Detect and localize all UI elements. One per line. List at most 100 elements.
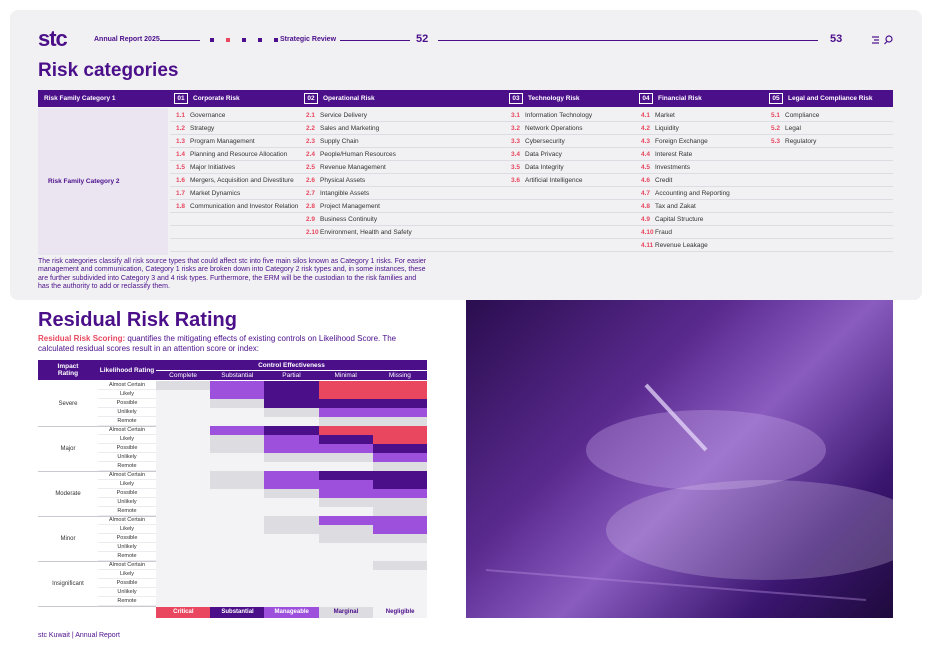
rating-cell — [318, 426, 374, 436]
rating-cell — [318, 480, 374, 490]
likelihood-label: Possible — [98, 444, 156, 453]
rating-cell — [372, 597, 428, 607]
rating-cell — [264, 498, 320, 508]
item-name: Capital Structure — [655, 215, 704, 223]
rating-cell — [156, 507, 211, 517]
family-name: Corporate Risk — [193, 95, 240, 102]
item-code: 5.1 — [771, 111, 781, 119]
rating-cell — [318, 525, 374, 535]
rating-cell — [318, 552, 374, 562]
rating-cell — [318, 543, 374, 553]
rating-cell — [318, 489, 374, 499]
rating-cell — [318, 588, 374, 598]
rating-cell — [372, 579, 428, 589]
rating-cell — [156, 534, 211, 544]
row-label-bg — [38, 108, 168, 255]
rating-cell — [156, 579, 211, 589]
rating-cell — [210, 453, 265, 463]
rating-cell — [156, 489, 211, 499]
footer: stc Kuwait | Annual Report — [38, 632, 120, 639]
control-label: Missing — [388, 372, 411, 379]
item-name: Environment, Health and Safety — [320, 228, 412, 236]
likelihood-label: Unlikely — [98, 543, 156, 552]
rating-cell — [264, 480, 320, 490]
item-code: 3.5 — [511, 163, 521, 171]
rating-cell — [318, 498, 374, 508]
legend-item: Substantial — [210, 607, 265, 618]
rating-cell — [264, 444, 320, 454]
rating-cell — [156, 480, 211, 490]
item-name: Mergers, Acquisition and Divestiture — [190, 176, 294, 184]
item-code: 4.3 — [641, 137, 651, 145]
rating-cell — [264, 399, 320, 409]
rating-cell — [372, 426, 428, 436]
photo — [466, 300, 926, 618]
family-name: Financial Risk — [658, 95, 702, 102]
item-name: Artificial Intelligence — [525, 176, 583, 184]
rating-cell — [210, 561, 265, 571]
rating-cell — [210, 516, 265, 526]
rating-cell — [210, 426, 265, 436]
row-line — [170, 199, 893, 200]
rating-cell — [210, 525, 265, 535]
rating-cell — [210, 570, 265, 580]
impact-label: Moderate — [55, 490, 81, 497]
rating-cell — [264, 390, 320, 400]
rating-cell — [372, 561, 428, 571]
item-code: 1.5 — [176, 163, 186, 171]
rating-cell — [318, 471, 374, 481]
rating-cell — [210, 471, 265, 481]
rating-cell — [210, 552, 265, 562]
rating-cell — [264, 552, 320, 562]
rating-cell — [156, 399, 211, 409]
item-name: Investments — [655, 163, 691, 171]
item-code: 2.3 — [306, 137, 316, 145]
item-code: 4.1 — [641, 111, 651, 119]
item-name: Tax and Zakat — [655, 202, 696, 210]
rating-cell — [210, 498, 265, 508]
likelihood-label: Remote — [98, 552, 156, 561]
rating-cell — [156, 462, 211, 472]
family-name: Legal and Compliance Risk — [788, 95, 873, 102]
item-code: 2.2 — [306, 124, 316, 132]
control-label: Substantial — [221, 372, 254, 379]
item-name: Revenue Management — [320, 163, 386, 171]
rating-cell — [264, 381, 320, 391]
item-code: 3.4 — [511, 150, 521, 158]
intro: Residual Risk Scoring: quantifies the mi… — [38, 334, 418, 353]
likelihood-label: Likely — [98, 570, 156, 579]
rating-cell — [318, 579, 374, 589]
rating-cell — [372, 471, 428, 481]
rating-cell — [264, 534, 320, 544]
family-number: 02 — [304, 93, 318, 104]
likelihood-label: Possible — [98, 579, 156, 588]
rating-cell — [372, 588, 428, 598]
rating-cell — [372, 552, 428, 562]
rating-cell — [372, 480, 428, 490]
item-name: Credit — [655, 176, 673, 184]
rating-cell — [372, 408, 428, 418]
rating-cell — [264, 435, 320, 445]
rating-cell — [264, 561, 320, 571]
dot — [242, 38, 246, 42]
rating-cell — [264, 417, 320, 427]
rating-cell — [318, 444, 374, 454]
rating-cell — [210, 462, 265, 472]
item-code: 4.9 — [641, 215, 651, 223]
likelihood-label: Possible — [98, 534, 156, 543]
rating-cell — [318, 570, 374, 580]
group-line — [38, 605, 156, 607]
item-name: Liquidity — [655, 124, 679, 132]
likelihood-label: Remote — [98, 507, 156, 516]
row-line — [170, 160, 893, 161]
rating-cell — [372, 453, 428, 463]
item-name: Major Initiatives — [190, 163, 236, 171]
header-icons[interactable] — [870, 34, 896, 46]
row-line — [170, 225, 893, 226]
likelihood-label: Almost Certain — [98, 516, 156, 525]
rating-cell — [318, 534, 374, 544]
rating-cell — [210, 408, 265, 418]
rating-cell — [372, 444, 428, 454]
item-code: 2.9 — [306, 215, 316, 223]
family-number: 03 — [509, 93, 523, 104]
